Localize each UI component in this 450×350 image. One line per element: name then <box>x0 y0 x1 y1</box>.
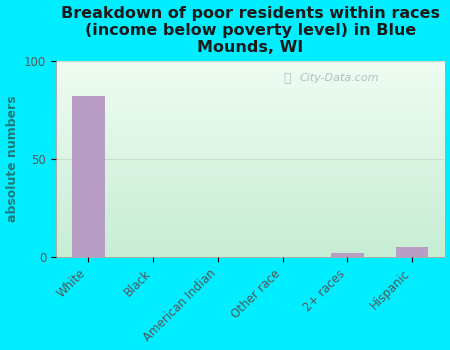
Bar <box>331 253 364 257</box>
Text: City-Data.com: City-Data.com <box>300 74 379 83</box>
Bar <box>72 96 105 257</box>
Bar <box>396 247 428 257</box>
Title: Breakdown of poor residents within races
(income below poverty level) in Blue
Mo: Breakdown of poor residents within races… <box>61 6 440 55</box>
Text: ⓘ: ⓘ <box>284 72 291 85</box>
Y-axis label: absolute numbers: absolute numbers <box>5 96 18 222</box>
